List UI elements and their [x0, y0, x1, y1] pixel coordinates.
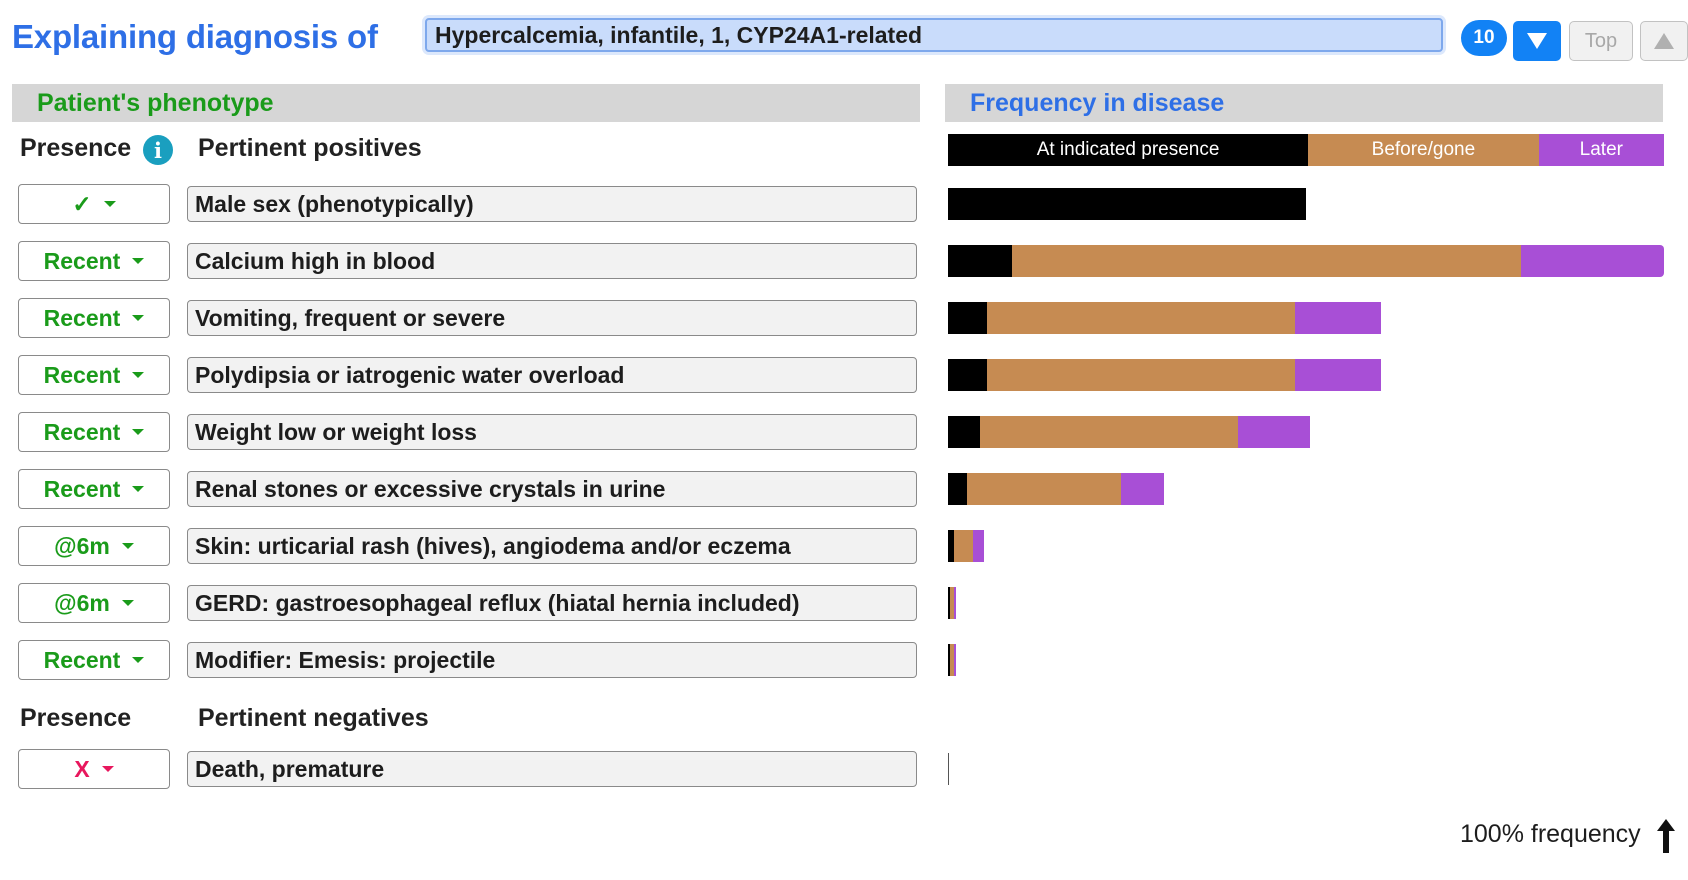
- triangle-down-icon: [1527, 33, 1547, 49]
- caret-down-icon: [132, 429, 145, 435]
- presence-value: Recent: [43, 361, 121, 388]
- diagnosis-input[interactable]: [425, 18, 1443, 52]
- phenotype-section-header: Patient's phenotype: [12, 84, 920, 122]
- phenotype-field[interactable]: Death, premature: [187, 751, 917, 787]
- frequency-bar: [948, 188, 1306, 220]
- frequency-bar: [948, 473, 1164, 505]
- phenotype-field[interactable]: Calcium high in blood: [187, 243, 917, 279]
- pertinent-negatives-header: Pertinent negatives: [198, 704, 429, 732]
- frequency-legend: At indicated presence Before/gone Later: [948, 134, 1664, 166]
- frequency-segment: [954, 644, 957, 676]
- info-icon[interactable]: i: [143, 135, 173, 165]
- presence-value: Recent: [43, 247, 121, 274]
- frequency-segment: [954, 587, 957, 619]
- frequency-segment: [967, 473, 1121, 505]
- caret-down-icon: [132, 315, 145, 321]
- frequency-segment: [948, 302, 988, 334]
- frequency-segment: [948, 359, 988, 391]
- presence-dropdown[interactable]: Recent: [18, 640, 170, 680]
- presence-value: Recent: [43, 418, 121, 445]
- frequency-bar: [948, 416, 1310, 448]
- frequency-bar: [948, 530, 984, 562]
- legend-item: At indicated presence: [948, 134, 1309, 166]
- presence-dropdown[interactable]: Recent: [18, 469, 170, 509]
- frequency-segment: [973, 530, 984, 562]
- presence-dropdown[interactable]: ✓: [18, 184, 170, 224]
- presence-dropdown[interactable]: Recent: [18, 298, 170, 338]
- frequency-segment: [950, 644, 955, 676]
- frequency-segment: [948, 245, 1013, 277]
- presence-dropdown[interactable]: Recent: [18, 241, 170, 281]
- presence-dropdown[interactable]: X: [18, 749, 170, 789]
- frequency-segment: [1120, 473, 1164, 505]
- frequency-segment: [948, 644, 950, 676]
- frequency-segment: [1295, 359, 1382, 391]
- result-count-badge: 10: [1461, 20, 1507, 56]
- presence-value: Recent: [43, 646, 121, 673]
- triangle-up-icon: [1654, 33, 1674, 49]
- top-button[interactable]: Top: [1569, 21, 1633, 61]
- previous-diagnosis-button[interactable]: [1640, 21, 1688, 61]
- presence-dropdown[interactable]: Recent: [18, 355, 170, 395]
- frequency-bar: [948, 753, 949, 785]
- presence-dropdown[interactable]: @6m: [18, 583, 170, 623]
- page-title: Explaining diagnosis of: [12, 18, 378, 55]
- legend-item: Before/gone: [1308, 134, 1539, 166]
- frequency-bar: [948, 587, 957, 619]
- frequency-segment: [1295, 302, 1382, 334]
- caret-down-icon: [132, 657, 145, 663]
- caret-down-icon: [132, 258, 145, 264]
- phenotype-field[interactable]: Polydipsia or iatrogenic water overload: [187, 357, 917, 393]
- presence-value: @6m: [54, 589, 110, 616]
- frequency-segment: [987, 359, 1296, 391]
- presence-value: Recent: [43, 475, 121, 502]
- frequency-bar: [948, 644, 957, 676]
- frequency-scale-note: 100% frequency: [1460, 820, 1641, 848]
- phenotype-field[interactable]: Vomiting, frequent or severe: [187, 300, 917, 336]
- phenotype-field[interactable]: Male sex (phenotypically): [187, 186, 917, 222]
- frequency-bar: [948, 302, 1382, 334]
- presence-value: ✓: [72, 190, 92, 217]
- frequency-segment: [948, 530, 954, 562]
- frequency-segment: [948, 473, 968, 505]
- caret-down-icon: [101, 766, 114, 772]
- caret-down-icon: [121, 543, 134, 549]
- presence-value: Recent: [43, 304, 121, 331]
- frequency-segment: [950, 587, 955, 619]
- frequency-segment: [1012, 245, 1521, 277]
- caret-down-icon: [132, 372, 145, 378]
- frequency-segment: [948, 416, 981, 448]
- phenotype-field[interactable]: Renal stones or excessive crystals in ur…: [187, 471, 917, 507]
- frequency-segment: [953, 530, 974, 562]
- phenotype-field[interactable]: Weight low or weight loss: [187, 414, 917, 450]
- caret-down-icon: [121, 600, 134, 606]
- phenotype-field[interactable]: Modifier: Emesis: projectile: [187, 642, 917, 678]
- presence-value: @6m: [54, 532, 110, 559]
- frequency-segment: [948, 188, 1306, 220]
- legend-item: Later: [1538, 134, 1664, 166]
- phenotype-field[interactable]: GERD: gastroesophageal reflux (hiatal he…: [187, 585, 917, 621]
- frequency-segment: [980, 416, 1238, 448]
- next-diagnosis-button[interactable]: [1513, 21, 1561, 61]
- frequency-section-header: Frequency in disease: [945, 84, 1663, 122]
- presence-column-header: Presence: [20, 134, 132, 162]
- frequency-segment: [1237, 416, 1310, 448]
- frequency-segment: [948, 587, 950, 619]
- presence-dropdown[interactable]: Recent: [18, 412, 170, 452]
- phenotype-field[interactable]: Skin: urticarial rash (hives), angiodema…: [187, 528, 917, 564]
- frequency-segment: [987, 302, 1296, 334]
- presence-dropdown[interactable]: @6m: [18, 526, 170, 566]
- caret-down-icon: [103, 201, 116, 207]
- frequency-segment: [1520, 245, 1664, 277]
- arrow-up-icon: [1657, 819, 1675, 853]
- presence-column-header-negatives: Presence: [20, 704, 132, 732]
- pertinent-positives-header: Pertinent positives: [198, 134, 422, 162]
- caret-down-icon: [132, 486, 145, 492]
- presence-value: X: [74, 755, 90, 782]
- frequency-bar: [948, 245, 1664, 277]
- frequency-bar: [948, 359, 1382, 391]
